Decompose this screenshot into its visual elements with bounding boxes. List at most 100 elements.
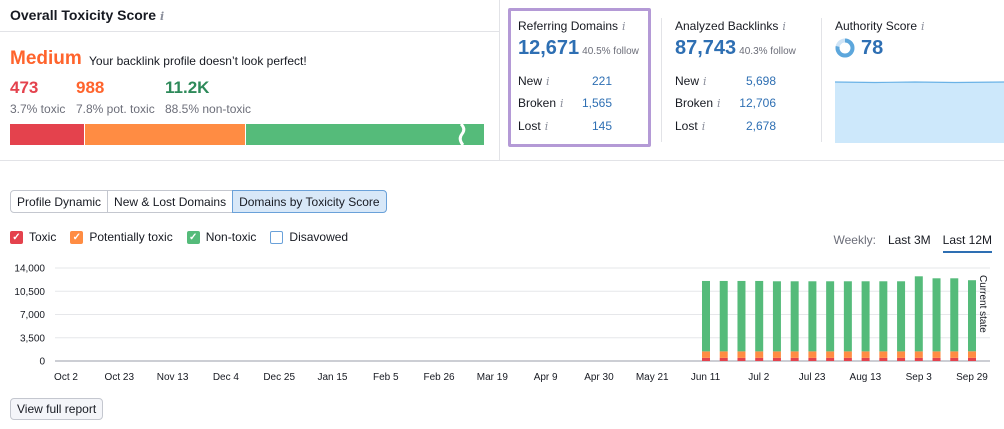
stacked-bar[interactable] xyxy=(861,281,870,361)
info-icon[interactable]: i xyxy=(546,75,550,88)
stacked-bar[interactable] xyxy=(719,280,728,361)
bar-segment-potentially-toxic[interactable] xyxy=(968,351,976,358)
stacked-bar[interactable] xyxy=(968,280,976,361)
bar-segment-toxic[interactable] xyxy=(772,357,781,361)
bar-segment-potentially-toxic[interactable] xyxy=(826,351,835,358)
bar-segment-non-toxic[interactable] xyxy=(755,280,764,352)
checkbox-checked-icon[interactable]: ✓ xyxy=(70,230,84,244)
bar-segment-potentially-toxic[interactable] xyxy=(772,351,781,358)
bar-segment-non-toxic[interactable] xyxy=(932,278,941,352)
legend-toxic[interactable]: ✓ Toxic xyxy=(10,230,56,244)
bar-segment-toxic[interactable] xyxy=(719,357,728,361)
stacked-bar[interactable] xyxy=(737,280,746,361)
bar-segment-toxic[interactable] xyxy=(914,357,923,361)
analyzed-backlinks-total[interactable]: 87,743 40.3% follow xyxy=(675,37,796,59)
bar-segment-potentially-toxic[interactable] xyxy=(914,351,923,358)
bar-segment-non-toxic[interactable] xyxy=(843,281,852,352)
bar-segment-toxic[interactable] xyxy=(861,357,870,361)
legend-disavowed[interactable]: Disavowed xyxy=(270,230,348,244)
bar-segment-non-toxic[interactable] xyxy=(702,280,710,352)
info-icon[interactable]: i xyxy=(560,97,564,110)
bar-segment-non-toxic[interactable] xyxy=(950,278,959,352)
broken-value[interactable]: 12,706 xyxy=(739,96,776,110)
info-icon[interactable]: i xyxy=(921,20,925,33)
info-icon[interactable]: i xyxy=(703,75,707,88)
checkbox-checked-icon[interactable]: ✓ xyxy=(10,230,23,244)
checkbox-unchecked-icon[interactable] xyxy=(270,230,284,244)
bar-segment-potentially-toxic[interactable] xyxy=(843,351,852,358)
referring-domains-total[interactable]: 12,671 40.5% follow xyxy=(518,37,639,59)
bar-segment-non-toxic[interactable] xyxy=(968,280,976,352)
non-toxic-segment[interactable] xyxy=(246,124,484,145)
bar-segment-non-toxic[interactable] xyxy=(914,276,923,352)
tab-profile-dynamic[interactable]: Profile Dynamic xyxy=(10,190,109,213)
tab-new-lost-domains[interactable]: New & Lost Domains xyxy=(107,190,234,213)
new-value[interactable]: 5,698 xyxy=(745,74,776,88)
info-icon[interactable]: i xyxy=(160,10,165,23)
bar-segment-potentially-toxic[interactable] xyxy=(879,351,888,358)
info-icon[interactable]: i xyxy=(622,20,626,33)
bar-segment-toxic[interactable] xyxy=(879,357,888,361)
bar-segment-toxic[interactable] xyxy=(843,357,852,361)
bar-segment-non-toxic[interactable] xyxy=(790,281,799,352)
stacked-bar[interactable] xyxy=(914,276,923,361)
stacked-bar[interactable] xyxy=(790,281,799,361)
legend-potentially-toxic[interactable]: ✓ Potentially toxic xyxy=(70,230,173,244)
stacked-bar[interactable] xyxy=(826,281,835,361)
bar-segment-potentially-toxic[interactable] xyxy=(755,351,764,358)
bar-segment-non-toxic[interactable] xyxy=(897,281,906,352)
info-icon[interactable]: i xyxy=(782,20,786,33)
info-icon[interactable]: i xyxy=(544,120,549,133)
legend-non-toxic[interactable]: ✓ Non-toxic xyxy=(186,230,256,244)
bar-segment-potentially-toxic[interactable] xyxy=(932,351,941,358)
bar-segment-non-toxic[interactable] xyxy=(772,281,781,352)
potentially-toxic-segment[interactable] xyxy=(85,124,246,145)
new-value[interactable]: 221 xyxy=(591,74,612,88)
bar-segment-non-toxic[interactable] xyxy=(737,280,746,352)
bar-segment-non-toxic[interactable] xyxy=(719,280,728,352)
bar-segment-non-toxic[interactable] xyxy=(861,281,870,352)
bar-segment-toxic[interactable] xyxy=(932,357,941,361)
stacked-bar[interactable] xyxy=(772,281,781,361)
bar-segment-toxic[interactable] xyxy=(808,357,817,361)
bar-segment-toxic[interactable] xyxy=(790,357,799,361)
bar-segment-potentially-toxic[interactable] xyxy=(702,351,710,358)
checkbox-checked-icon[interactable]: ✓ xyxy=(186,230,200,244)
period-last-3m[interactable]: Last 3M xyxy=(887,233,931,247)
broken-value[interactable]: 1,565 xyxy=(581,96,612,110)
bar-segment-non-toxic[interactable] xyxy=(879,281,888,352)
bar-segment-potentially-toxic[interactable] xyxy=(737,351,746,358)
bar-segment-toxic[interactable] xyxy=(702,357,710,361)
toxic-segment[interactable] xyxy=(10,124,85,145)
stacked-bar[interactable] xyxy=(755,280,764,361)
tab-domains-by-toxicity[interactable]: Domains by Toxicity Score xyxy=(232,190,387,213)
bar-segment-toxic[interactable] xyxy=(968,357,976,361)
bar-segment-toxic[interactable] xyxy=(897,357,906,361)
bar-segment-potentially-toxic[interactable] xyxy=(719,351,728,358)
info-icon[interactable]: i xyxy=(717,97,721,110)
authority-score-value[interactable]: 78 xyxy=(861,37,884,59)
bar-segment-potentially-toxic[interactable] xyxy=(950,351,959,358)
bar-segment-toxic[interactable] xyxy=(737,357,746,361)
period-last-12m[interactable]: Last 12M xyxy=(942,233,992,253)
stacked-bar[interactable] xyxy=(843,281,852,361)
stacked-bar[interactable] xyxy=(932,278,941,361)
bar-segment-potentially-toxic[interactable] xyxy=(808,351,817,358)
view-full-report-button[interactable]: View full report xyxy=(10,398,104,420)
bar-segment-non-toxic[interactable] xyxy=(808,281,817,352)
bar-segment-potentially-toxic[interactable] xyxy=(790,351,799,358)
bar-segment-potentially-toxic[interactable] xyxy=(897,351,906,358)
lost-value[interactable]: 145 xyxy=(591,119,612,133)
stacked-bar[interactable] xyxy=(702,280,710,361)
bar-segment-non-toxic[interactable] xyxy=(826,281,835,352)
bar-segment-toxic[interactable] xyxy=(950,357,959,361)
potentially-toxic-stat[interactable]: 988 7.8% pot. toxic xyxy=(76,78,155,116)
authority-trend-chart[interactable] xyxy=(835,79,1004,143)
toxic-stat[interactable]: 473 3.7% toxic xyxy=(10,78,66,116)
info-icon[interactable]: i xyxy=(701,120,706,133)
bar-segment-potentially-toxic[interactable] xyxy=(861,351,870,358)
stacked-bar[interactable] xyxy=(897,281,906,361)
stacked-bar[interactable] xyxy=(879,281,888,361)
stacked-bar[interactable] xyxy=(808,281,817,361)
bar-segment-toxic[interactable] xyxy=(755,357,764,361)
